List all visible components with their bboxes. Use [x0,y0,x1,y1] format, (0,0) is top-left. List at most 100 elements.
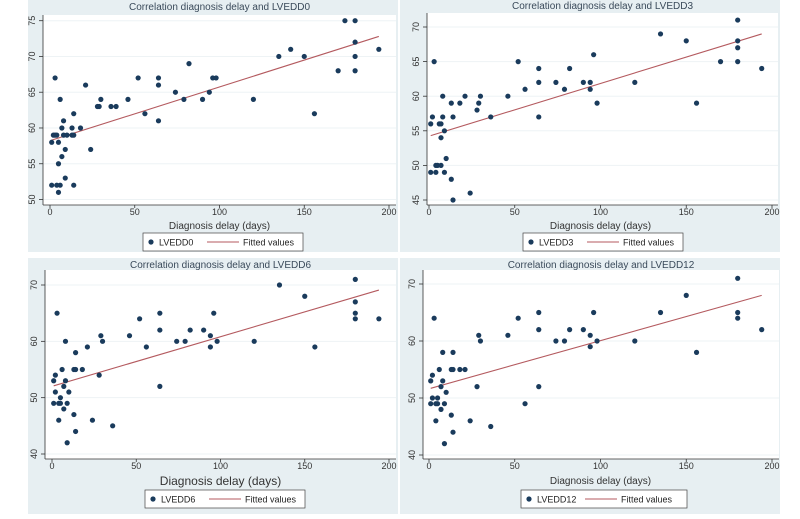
data-point [108,103,114,110]
data-point [89,417,96,423]
data-point [450,429,456,435]
data-point [311,111,318,117]
data-point [587,332,593,338]
data-point [431,59,437,65]
data-point [52,372,58,378]
data-point [113,103,119,110]
plot-area [423,270,779,459]
y-tick-label: 60 [27,123,37,133]
y-tick-label: 70 [29,280,39,290]
data-point [155,75,162,81]
legend-marker [528,239,534,245]
data-point [536,79,542,85]
legend-label: LVEDD0 [159,238,193,248]
x-tick-label: 50 [510,207,520,217]
data-point [717,59,724,65]
data-point [587,79,593,85]
data-point [536,309,542,316]
data-point [657,309,664,316]
data-point [99,338,106,344]
data-point [536,384,542,390]
data-point [438,135,444,141]
x-tick-label: 0 [426,207,431,217]
data-point [55,189,62,195]
data-point [567,65,573,72]
x-axis-label: Diagnosis delay (days) [160,474,281,488]
data-point [211,310,217,316]
data-point [443,389,449,395]
data-point [199,96,206,102]
legend-marker [150,496,156,502]
data-point [433,418,439,424]
data-point [143,344,149,350]
y-tick-label: 65 [27,87,37,97]
legend-label: Fitted values [623,238,675,248]
data-point [441,169,448,175]
data-point [59,153,65,160]
data-point [474,384,480,390]
data-point [98,333,104,339]
data-point [536,327,542,333]
data-point [84,344,90,350]
data-point [352,53,358,60]
data-point [429,372,436,378]
fitted-line [51,35,379,141]
data-point [488,423,494,430]
x-tick-label: 50 [130,207,140,217]
x-tick-label: 200 [764,461,779,471]
data-point [155,82,162,88]
chart-title: Correlation diagnosis delay and LVEDD3 [512,1,693,12]
data-point [429,395,436,401]
data-point [110,423,116,429]
data-point [467,190,473,196]
data-point [72,350,79,356]
data-point [66,389,72,395]
data-point [428,169,434,175]
data-point [441,441,448,447]
data-point [96,103,102,110]
data-point [174,338,180,344]
data-point [428,121,434,127]
data-point [69,125,75,131]
data-point [57,96,63,102]
x-tick-label: 0 [47,207,52,217]
data-point [56,417,62,423]
legend-marker [526,496,532,502]
data-point [64,440,70,446]
legend-label: LVEDD3 [539,238,573,248]
data-point [125,96,131,102]
data-point [207,333,213,339]
y-tick-label: 45 [411,195,421,205]
legend: LVEDD6 Fitted values [144,489,306,509]
data-point [157,383,163,389]
data-point [57,395,64,401]
data-point [440,378,446,384]
data-point [312,344,318,350]
data-point [457,100,463,106]
legend-label: LVEDD6 [161,495,195,505]
x-tick-label: 150 [679,461,694,471]
data-point [591,52,597,58]
data-point [342,18,348,24]
data-point [735,59,741,65]
data-point [587,86,593,92]
data-point [443,155,449,162]
data-point [448,176,454,182]
data-point [64,400,70,406]
y-tick-label: 60 [29,336,39,346]
data-point [54,310,60,316]
data-point [137,316,143,322]
data-point [438,406,444,412]
data-point [522,401,528,407]
data-point [428,378,434,384]
chart-panel-3: 40 50 60 70 0 50 100 150 200 Correlation diagnosi… [28,258,398,514]
data-point [301,53,307,60]
data-point [302,293,308,299]
x-tick-label: 100 [593,207,608,217]
data-point [172,89,179,95]
x-axis-label: Diagnosis delay (days) [550,476,651,487]
data-point [135,75,141,81]
data-point [438,384,444,390]
data-point [488,114,494,120]
